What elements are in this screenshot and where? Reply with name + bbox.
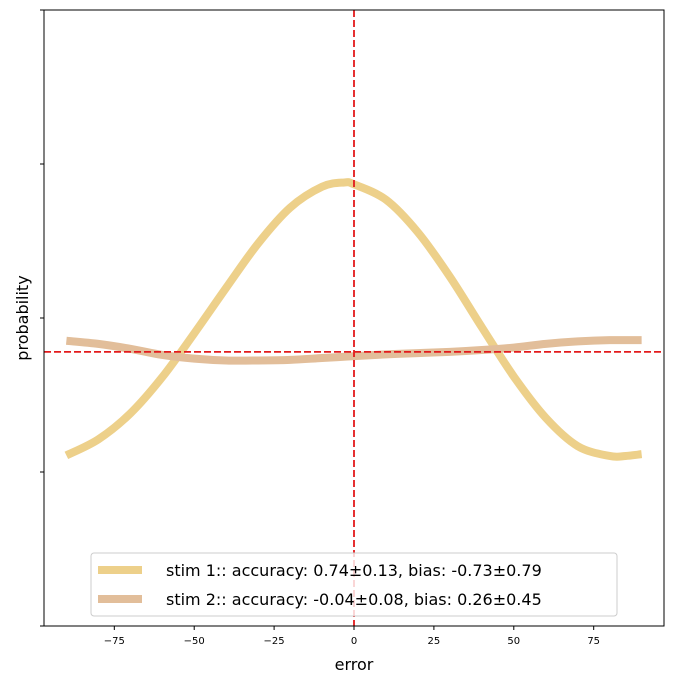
legend-label-stim-2: stim 2:: accuracy: -0.04±0.08, bias: 0.2… — [166, 590, 542, 609]
x-tick-label: 0 — [351, 636, 357, 647]
x-ticks: −75 −50 −25 0 25 50 75 — [104, 626, 600, 647]
y-axis-label: probability — [13, 275, 32, 360]
x-tick-label: 75 — [587, 636, 600, 647]
x-tick-label: −75 — [104, 636, 125, 647]
y-ticks — [40, 9, 44, 627]
x-tick-label: 50 — [507, 636, 520, 647]
legend: stim 1:: accuracy: 0.74±0.13, bias: -0.7… — [90, 552, 618, 617]
legend-box — [90, 552, 618, 617]
x-tick-label: 25 — [428, 636, 441, 647]
reference-lines — [44, 10, 664, 626]
x-tick-label: −50 — [184, 636, 205, 647]
legend-label-stim-1: stim 1:: accuracy: 0.74±0.13, bias: -0.7… — [166, 561, 542, 580]
x-tick-label: −25 — [264, 636, 285, 647]
x-axis-label: error — [335, 655, 374, 674]
